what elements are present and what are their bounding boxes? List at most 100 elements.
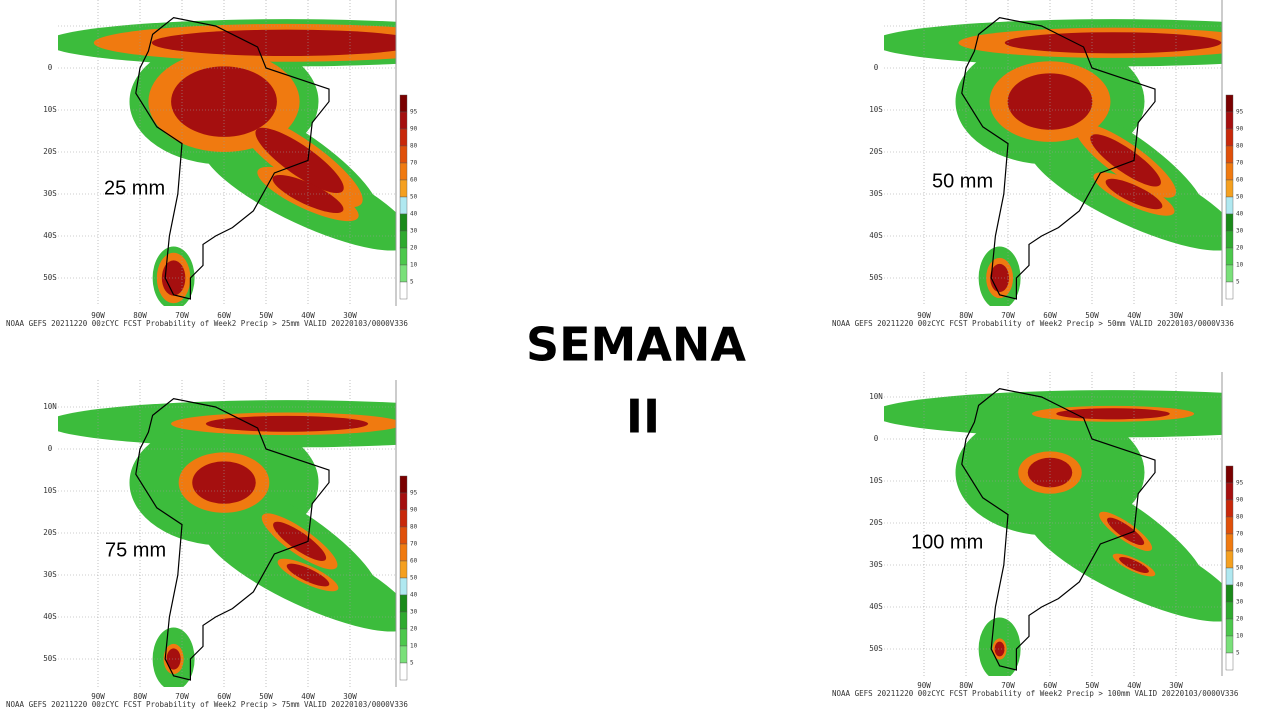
colorbar-label: 5 (410, 279, 414, 286)
colorbar-cell (399, 662, 408, 681)
lat-label: 30S (43, 570, 57, 579)
colorbar-cell (399, 128, 408, 147)
lat-label: 40S (869, 602, 883, 611)
lon-label: 70W (175, 692, 189, 701)
colorbar-label: 80 (1236, 143, 1244, 150)
lon-label: 90W (91, 311, 105, 320)
precip-area (151, 29, 396, 57)
lat-label: 0 (48, 444, 53, 453)
colorbar-cell (399, 179, 408, 198)
colorbar-label: 60 (410, 177, 418, 184)
lon-label: 40W (301, 311, 315, 320)
colorbar-cell (1225, 128, 1234, 147)
lon-label: 90W (917, 681, 931, 690)
colorbar-cell (399, 526, 408, 545)
colorbar-label: 50 (1236, 565, 1244, 572)
colorbar-cell (1225, 145, 1234, 164)
lon-label: 80W (133, 692, 147, 701)
colorbar-label: 10 (410, 262, 418, 269)
colorbar-label: 95 (1236, 480, 1244, 487)
colorbar-label: 10 (1236, 262, 1244, 269)
precip-area (994, 641, 1005, 657)
colorbar-label: 60 (1236, 177, 1244, 184)
colorbar-label: 40 (410, 211, 418, 218)
coastline (961, 387, 1156, 671)
colorbar-cell (399, 230, 408, 249)
colorbar-cell (399, 492, 408, 511)
colorbar-cell (1225, 179, 1234, 198)
map-panel: 10N 0 10S 20S 30S 40S 50S 90W 80W 70W 60W 50W 40W 30W… (832, 372, 1244, 698)
colorbar-label: 5 (410, 660, 414, 667)
colorbar-cell (1225, 652, 1234, 671)
colorbar-label: 10 (1236, 633, 1244, 640)
lat-label: 30S (869, 189, 883, 198)
lon-label: 60W (1043, 681, 1057, 690)
lat-label: 0 (874, 63, 879, 72)
precip-area (1056, 408, 1170, 420)
map-panel: 0 10S 20S 30S 40S 50S 90W 80W 70W 60W 50W 40W 30W 95 9… (6, 0, 418, 328)
precip-area (255, 127, 344, 194)
colorbar-cell (399, 264, 408, 283)
threshold-label: 50 mm (932, 170, 993, 192)
precip-area (1090, 134, 1161, 187)
colorbar-cell (399, 611, 408, 630)
precip-area (1107, 517, 1145, 546)
colorbar-label: 5 (1236, 650, 1240, 657)
lat-label: 20S (43, 528, 57, 537)
map-caption: NOAA GEFS 20211220 00zCYC FCST Probabili… (832, 689, 1239, 698)
lon-label: 50W (259, 311, 273, 320)
colorbar-cell (1225, 247, 1234, 266)
coastline (135, 397, 330, 681)
lat-label: 10S (869, 476, 883, 485)
colorbar-label: 40 (410, 592, 418, 599)
precip-area (166, 648, 181, 670)
lat-label: 0 (48, 63, 53, 72)
colorbar-label: 80 (410, 143, 418, 150)
colorbar-cell (399, 145, 408, 164)
colorbar-cell (399, 94, 408, 113)
coastline (135, 16, 330, 300)
colorbar-label: 70 (410, 541, 418, 548)
colorbar-label: 70 (410, 160, 418, 167)
colorbar-label: 95 (1236, 109, 1244, 116)
lon-label: 30W (1169, 311, 1183, 320)
lat-label: 40S (43, 231, 57, 240)
colorbar-cell (1225, 196, 1234, 215)
colorbar-label: 10 (410, 643, 418, 650)
colorbar-label: 90 (410, 507, 418, 514)
colorbar-cell (399, 213, 408, 232)
colorbar-label: 40 (1236, 211, 1244, 218)
colorbar-label: 70 (1236, 160, 1244, 167)
lat-label: 20S (43, 147, 57, 156)
lat-label: 30S (43, 189, 57, 198)
colorbar-cell (399, 247, 408, 266)
lon-label: 60W (1043, 311, 1057, 320)
colorbar-cell (1225, 567, 1234, 586)
precip-area (171, 66, 277, 137)
lon-label: 60W (217, 311, 231, 320)
colorbar-cell (1225, 264, 1234, 283)
colorbar-label: 50 (410, 194, 418, 201)
map-caption: NOAA GEFS 20211220 00zCYC FCST Probabili… (6, 700, 408, 709)
map-body (884, 0, 1222, 306)
map-caption: NOAA GEFS 20211220 00zCYC FCST Probabili… (832, 319, 1234, 328)
colorbar-cell (1225, 482, 1234, 501)
lon-label: 80W (133, 311, 147, 320)
colorbar-label: 50 (410, 575, 418, 582)
lon-label: 90W (91, 692, 105, 701)
colorbar-cell (1225, 230, 1234, 249)
threshold-label: 25 mm (104, 177, 165, 199)
colorbar-cell (1225, 618, 1234, 637)
lat-label: 10S (43, 105, 57, 114)
lat-label: 20S (869, 147, 883, 156)
lat-label: 50S (869, 644, 883, 653)
colorbar-label: 5 (1236, 279, 1240, 286)
lon-label: 30W (343, 311, 357, 320)
map-body (58, 0, 396, 306)
colorbar-cell (1225, 499, 1234, 518)
precip-area (1004, 32, 1222, 54)
colorbar-label: 30 (1236, 228, 1244, 235)
lon-label: 80W (959, 311, 973, 320)
